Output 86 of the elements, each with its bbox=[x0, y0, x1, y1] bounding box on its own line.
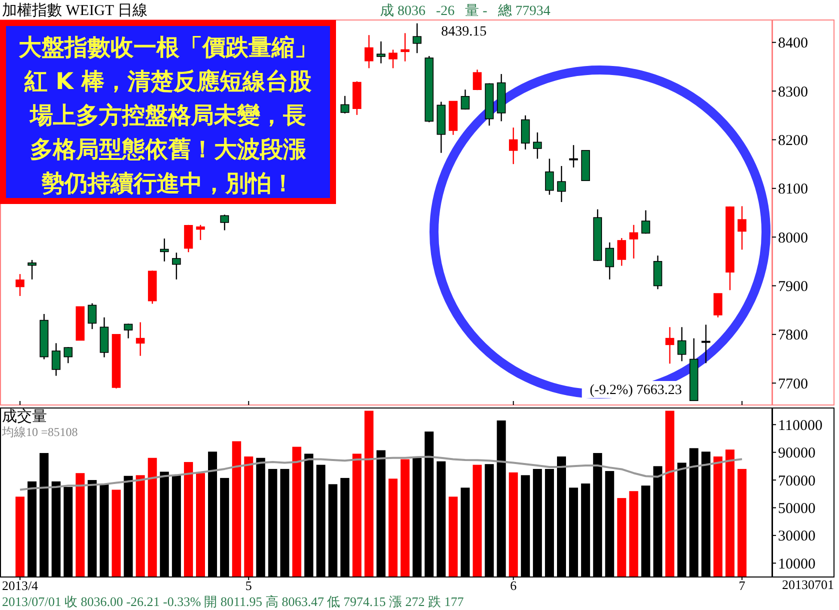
bar bbox=[508, 472, 518, 577]
candlestick bbox=[184, 224, 193, 253]
bar bbox=[725, 450, 734, 577]
y-tick-label: 8300 bbox=[778, 84, 808, 100]
annotation: 均線10 =85108 bbox=[1, 425, 78, 439]
candlestick bbox=[557, 165, 566, 203]
bar bbox=[472, 464, 482, 577]
candlestick bbox=[220, 214, 229, 231]
candlestick bbox=[629, 224, 638, 260]
candlestick bbox=[508, 126, 518, 165]
text: 成 8036 -26 量 - 總 77934 bbox=[380, 3, 550, 19]
candlestick bbox=[545, 158, 554, 196]
candlestick bbox=[677, 326, 686, 362]
line-series bbox=[19, 456, 743, 491]
bar bbox=[364, 410, 374, 577]
y-tick-label: 110000 bbox=[778, 418, 822, 434]
y-tick-label: 8200 bbox=[778, 132, 808, 149]
x-tick-label: 6 bbox=[510, 578, 518, 593]
y-tick-label: 7800 bbox=[778, 328, 808, 344]
candlestick bbox=[124, 323, 133, 339]
y-tick-label: 10000 bbox=[778, 556, 816, 572]
bar bbox=[388, 478, 398, 577]
candlestick bbox=[521, 114, 530, 150]
bar bbox=[184, 462, 193, 577]
annotation: 8439.15 bbox=[441, 24, 487, 40]
candlestick bbox=[52, 342, 60, 376]
bar bbox=[148, 458, 157, 577]
bar bbox=[196, 473, 205, 577]
candlestick bbox=[16, 273, 24, 297]
candlestick bbox=[88, 302, 97, 330]
candlestick bbox=[738, 206, 746, 250]
bar bbox=[292, 446, 302, 577]
bar bbox=[738, 468, 746, 577]
y-tick-label: 7900 bbox=[778, 279, 808, 295]
annotation: 大盤指數收一根「價跌量縮」紅 K 棒，清楚反應短線台股場上多方控盤格局未變，長多格局型態依舊！大波段漲勢仍持續行進中，別怕！ bbox=[18, 35, 318, 197]
y-tick-label: 8400 bbox=[778, 36, 808, 52]
candlestick bbox=[702, 324, 710, 364]
bar bbox=[244, 456, 254, 577]
candlestick bbox=[376, 40, 386, 64]
candlestick bbox=[714, 292, 722, 318]
chart-title: 成交量 bbox=[2, 408, 47, 425]
text: 20130701 bbox=[782, 577, 834, 592]
y-tick-label: 8100 bbox=[778, 182, 808, 198]
candlestick bbox=[28, 259, 36, 280]
y-tick-label: 50000 bbox=[778, 500, 816, 517]
x-tick-label: 2013/4 bbox=[2, 578, 39, 593]
bar bbox=[713, 456, 722, 577]
bar bbox=[232, 441, 242, 577]
bar bbox=[448, 496, 458, 577]
y-tick-label: 7700 bbox=[778, 376, 808, 392]
annotation: (-9.2%) 7663.23 bbox=[590, 382, 682, 398]
candlestick bbox=[64, 346, 73, 364]
candlestick bbox=[196, 224, 205, 241]
candlestick bbox=[340, 95, 350, 114]
candlestick bbox=[400, 32, 410, 62]
candlestick bbox=[605, 242, 614, 280]
bar bbox=[629, 491, 638, 577]
candlestick bbox=[641, 210, 650, 234]
x-tick-label: 5 bbox=[245, 578, 252, 593]
candlestick bbox=[533, 132, 542, 160]
y-tick-label: 30000 bbox=[778, 528, 816, 545]
candlestick bbox=[160, 238, 169, 262]
text: 2013/07/01 收 8036.00 -26.21 -0.33% 開 8011.95 高 8063.47 低 7974.15 漲 272 跌 177 bbox=[2, 594, 464, 609]
candlestick bbox=[460, 89, 470, 110]
y-tick-label: 8000 bbox=[778, 230, 808, 246]
candlestick bbox=[388, 49, 398, 69]
x-tick-label: 7 bbox=[738, 578, 746, 593]
bar bbox=[136, 475, 145, 577]
bar bbox=[617, 498, 626, 577]
candlestick bbox=[665, 326, 674, 364]
bar bbox=[400, 459, 410, 577]
candlestick bbox=[136, 322, 145, 356]
y-tick-label: 70000 bbox=[778, 473, 816, 490]
bar bbox=[112, 490, 121, 577]
bar bbox=[16, 496, 24, 577]
bar bbox=[352, 454, 362, 577]
bar bbox=[665, 410, 674, 577]
candlestick bbox=[412, 22, 422, 54]
chart-title: 加權指數 WEIGT 日線 bbox=[2, 2, 148, 19]
candlestick bbox=[172, 252, 181, 280]
candlestick bbox=[364, 34, 374, 69]
candlestick bbox=[472, 69, 482, 91]
candlestick bbox=[617, 237, 626, 266]
y-tick-label: 90000 bbox=[778, 446, 816, 462]
bar bbox=[76, 473, 85, 577]
candlestick bbox=[569, 144, 578, 168]
